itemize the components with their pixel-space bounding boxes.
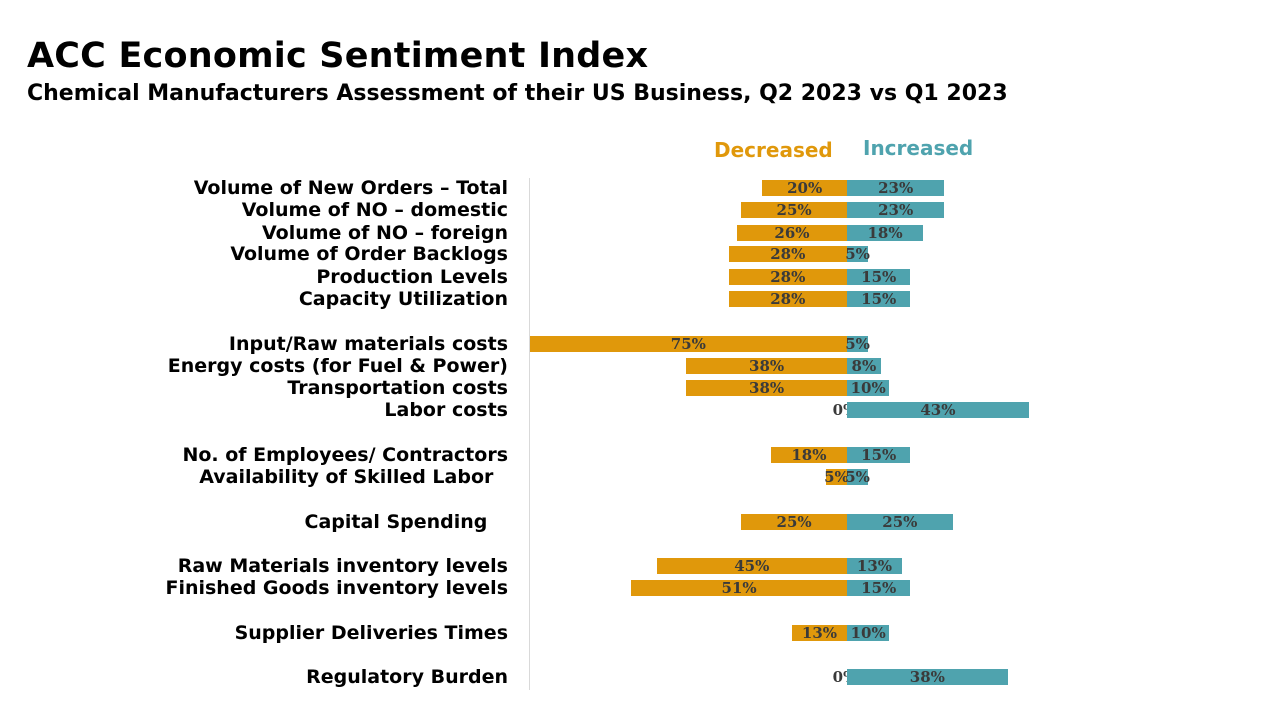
value-label-increased: 10% xyxy=(850,379,886,397)
category-label: Volume of NO – foreign xyxy=(262,222,508,244)
value-label-increased: 13% xyxy=(856,557,893,575)
bar-decreased xyxy=(825,469,847,485)
bar-increased xyxy=(847,558,902,574)
category-label: Labor costs xyxy=(384,399,508,421)
value-label-increased: 5% xyxy=(845,335,870,353)
category-label: Availability of Skilled Labor xyxy=(199,466,500,488)
value-label-increased: 10% xyxy=(850,624,886,642)
bar-decreased xyxy=(728,246,847,262)
value-label-increased: 43% xyxy=(920,401,956,419)
value-label-decreased: 38% xyxy=(749,379,785,397)
bar-increased xyxy=(847,447,911,463)
category-label: Volume of Order Backlogs xyxy=(230,243,508,265)
chart-title: ACC Economic Sentiment Index xyxy=(27,36,649,76)
chart-subtitle: Chemical Manufacturers Assessment of the… xyxy=(27,81,1008,106)
bar-increased xyxy=(847,625,890,641)
value-label-increased: 23% xyxy=(878,201,914,219)
value-label-decreased: 28% xyxy=(770,245,806,263)
bar-decreased xyxy=(656,558,847,574)
category-label: Production Levels xyxy=(316,266,508,288)
value-label-increased: 15% xyxy=(861,290,897,308)
bar-increased xyxy=(847,514,953,530)
value-label-decreased: 26% xyxy=(774,224,810,242)
category-axis-line xyxy=(529,178,530,690)
bar-decreased xyxy=(741,202,847,218)
category-label: Transportation costs xyxy=(287,377,508,399)
value-label-increased: 15% xyxy=(861,446,897,464)
category-label: Capital Spending xyxy=(304,511,494,533)
bar-increased xyxy=(847,402,1029,418)
value-label-decreased: 25% xyxy=(776,513,812,531)
legend-increased: Increased xyxy=(863,136,974,160)
bar-decreased xyxy=(728,291,847,307)
bar-increased xyxy=(847,202,945,218)
category-label: Supplier Deliveries Times xyxy=(234,622,508,644)
category-label: Capacity Utilization xyxy=(298,288,508,310)
bar-decreased xyxy=(686,358,847,374)
bar-increased xyxy=(847,336,869,352)
category-label: Energy costs (for Fuel & Power) xyxy=(167,355,508,377)
value-label-decreased: 13% xyxy=(801,624,838,642)
value-label-decreased: 25% xyxy=(776,201,812,219)
value-label-decreased: 75% xyxy=(670,335,706,353)
bar-increased xyxy=(847,469,869,485)
value-label-increased: 5% xyxy=(845,468,870,486)
value-label-decreased: 28% xyxy=(770,290,806,308)
bar-decreased xyxy=(529,336,847,352)
value-label-decreased: 51% xyxy=(721,579,757,597)
bar-increased xyxy=(847,291,911,307)
bar-decreased xyxy=(792,625,847,641)
value-label-decreased: 20% xyxy=(787,179,823,197)
bar-increased xyxy=(847,225,924,241)
value-label-increased: 25% xyxy=(882,513,918,531)
bar-increased xyxy=(847,269,911,285)
value-label-decreased: 45% xyxy=(734,557,770,575)
value-label-increased: 5% xyxy=(845,245,870,263)
category-label: Volume of NO – domestic xyxy=(241,199,508,221)
value-label-increased: 38% xyxy=(909,668,945,686)
bar-decreased xyxy=(741,514,847,530)
bar-increased xyxy=(847,246,869,262)
value-label-increased: 15% xyxy=(861,268,897,286)
category-label: Input/Raw materials costs xyxy=(228,333,508,355)
bar-decreased xyxy=(770,447,847,463)
bar-decreased xyxy=(631,580,847,596)
bar-decreased xyxy=(762,180,847,196)
category-label: Regulatory Burden xyxy=(306,666,508,688)
bar-increased xyxy=(847,580,911,596)
value-label-decreased: 28% xyxy=(770,268,806,286)
value-label-increased: 23% xyxy=(878,179,914,197)
value-label-decreased: 5% xyxy=(824,468,849,486)
bar-increased xyxy=(847,380,890,396)
bar-increased xyxy=(847,358,881,374)
value-label-increased: 18% xyxy=(867,224,903,242)
value-label-decreased: 38% xyxy=(749,357,785,375)
value-label-decreased: 18% xyxy=(791,446,827,464)
category-label: No. of Employees/ Contractors xyxy=(182,444,508,466)
bar-decreased xyxy=(686,380,847,396)
legend-decreased: Decreased xyxy=(714,138,833,162)
category-label: Volume of New Orders – Total xyxy=(193,177,508,199)
category-label: Raw Materials inventory levels xyxy=(177,555,508,577)
bar-decreased xyxy=(728,269,847,285)
bar-decreased xyxy=(737,225,847,241)
value-label-increased: 8% xyxy=(851,357,877,375)
bar-increased xyxy=(847,180,945,196)
bar-increased xyxy=(847,669,1008,685)
value-label-increased: 15% xyxy=(861,579,897,597)
category-label: Finished Goods inventory levels xyxy=(165,577,508,599)
